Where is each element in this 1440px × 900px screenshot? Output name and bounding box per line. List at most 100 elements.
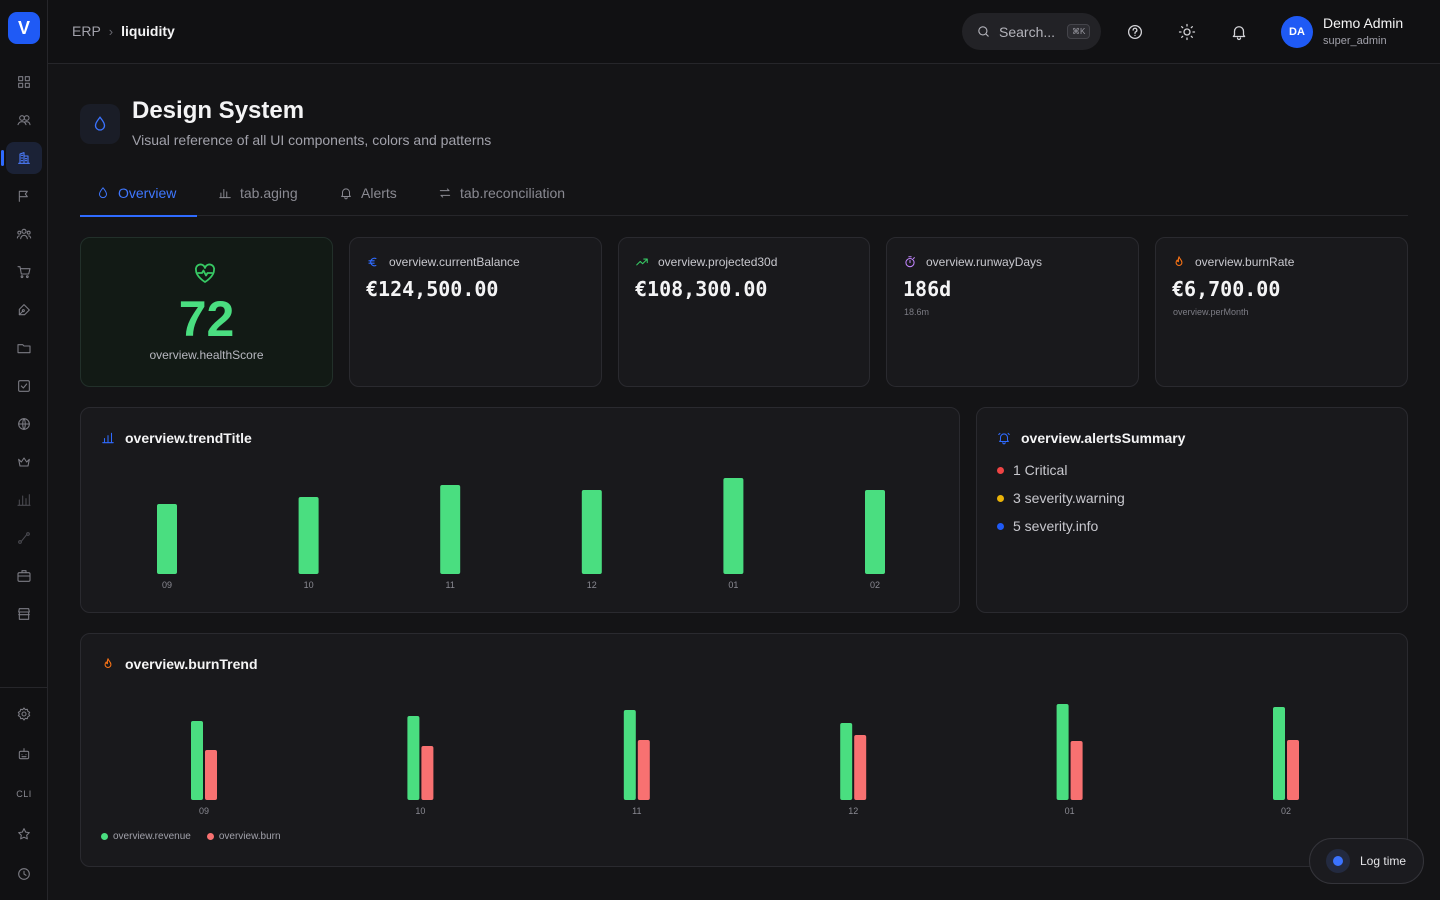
sidebar-item-dashboard[interactable] — [6, 66, 42, 98]
search-shortcut: ⌘K — [1067, 24, 1091, 39]
sidebar-item-history[interactable] — [6, 858, 42, 890]
sidebar-item-premium[interactable] — [6, 446, 42, 478]
sidebar-item-routes[interactable] — [6, 522, 42, 554]
burn-bar[interactable] — [205, 750, 217, 800]
search-button[interactable]: Search... ⌘K — [962, 13, 1101, 50]
tab-bar: Overview tab.aging Alerts tab.reconcilia… — [80, 170, 1408, 217]
sidebar-item-campaigns[interactable] — [6, 180, 42, 212]
x-tick-label: 12 — [587, 580, 597, 590]
current-balance-card: overview.currentBalance €124,500.00 — [349, 237, 602, 387]
breadcrumb: ERP › liquidity — [72, 23, 175, 39]
projected-card: overview.projected30d €108,300.00 — [618, 237, 870, 387]
tab-aging[interactable]: tab.aging — [202, 170, 314, 216]
alert-row-warning[interactable]: 3 severity.warning — [997, 490, 1125, 506]
sidebar-item-contacts[interactable] — [6, 104, 42, 136]
euro-icon — [368, 257, 377, 267]
revenue-bar[interactable] — [1056, 704, 1069, 800]
revenue-bar[interactable] — [407, 716, 420, 800]
avatar[interactable]: DA — [1281, 16, 1313, 48]
x-tick-label: 10 — [415, 806, 425, 816]
checkbox-icon — [18, 380, 30, 392]
status-dot — [997, 494, 1004, 502]
gear-icon — [17, 707, 31, 721]
sidebar-item-shop[interactable] — [6, 256, 42, 288]
legend-revenue[interactable]: overview.revenue — [101, 831, 191, 842]
user-name[interactable]: Demo Admin — [1323, 15, 1404, 31]
tab-label: Overview — [118, 185, 177, 201]
sidebar-item-teams[interactable] — [6, 218, 42, 250]
legend-label: overview.burn — [218, 831, 281, 842]
bar-chart-icon — [102, 432, 114, 444]
trend-bar[interactable] — [157, 504, 177, 574]
theme-toggle[interactable] — [1175, 20, 1199, 44]
burn-bar[interactable] — [854, 735, 867, 800]
revenue-bar[interactable] — [191, 721, 203, 800]
kpi-label: overview.burnRate — [1195, 255, 1295, 269]
sidebar-divider — [0, 687, 47, 688]
users-icon — [17, 115, 31, 126]
cli-label: CLI — [16, 789, 32, 799]
sidebar-item-stores[interactable] — [6, 598, 42, 630]
notifications-button[interactable] — [1227, 20, 1251, 44]
sidebar-item-favorites[interactable] — [6, 818, 42, 850]
sidebar-item-ai[interactable] — [6, 738, 42, 770]
tab-alerts[interactable]: Alerts — [323, 170, 413, 216]
app-logo[interactable]: V — [8, 12, 40, 44]
alerts-summary-card: overview.alertsSummary 1 Critical 3 seve… — [976, 407, 1408, 613]
building-icon — [18, 152, 30, 164]
burn-bar[interactable] — [1070, 741, 1083, 800]
trend-title: overview.trendTitle — [125, 430, 252, 446]
grid-icon — [18, 76, 30, 88]
sidebar-item-cli[interactable]: CLI — [6, 778, 42, 810]
route-icon — [18, 532, 30, 544]
tab-reconciliation[interactable]: tab.reconciliation — [422, 170, 581, 216]
tab-label: tab.aging — [240, 185, 298, 201]
sidebar-item-jobs[interactable] — [6, 560, 42, 592]
sidebar-item-analytics[interactable] — [6, 484, 42, 516]
revenue-bar[interactable] — [840, 723, 853, 800]
flame-icon — [1175, 256, 1183, 266]
tab-label: tab.reconciliation — [460, 185, 566, 201]
sidebar-item-files[interactable] — [6, 332, 42, 364]
x-tick-label: 02 — [1281, 806, 1291, 816]
x-tick-label: 02 — [870, 580, 880, 590]
timer-icon — [1326, 849, 1350, 873]
legend-burn[interactable]: overview.burn — [206, 831, 281, 842]
search-icon — [978, 26, 989, 37]
legend-label: overview.revenue — [113, 831, 191, 842]
burn-bar[interactable] — [421, 746, 434, 800]
tab-overview[interactable]: Overview — [80, 170, 197, 217]
sidebar-item-web[interactable] — [6, 408, 42, 440]
status-dot — [997, 466, 1004, 474]
sun-icon — [1178, 23, 1196, 41]
burn-trend-chart: 09 10 11 12 01 02 — [191, 704, 1299, 816]
health-score-label: overview.healthScore — [149, 348, 264, 362]
help-button[interactable] — [1123, 20, 1147, 44]
kpi-label: overview.currentBalance — [389, 255, 520, 269]
droplet-icon — [94, 116, 106, 131]
breadcrumb-root[interactable]: ERP — [72, 23, 101, 39]
folder-icon — [17, 344, 31, 354]
log-time-button[interactable]: Log time — [1309, 838, 1424, 884]
trend-bar[interactable] — [865, 490, 885, 574]
burn-trend-title: overview.burnTrend — [125, 656, 258, 672]
sidebar-item-tasks[interactable] — [6, 370, 42, 402]
sidebar-item-design[interactable] — [6, 294, 42, 326]
alert-row-critical[interactable]: 1 Critical — [997, 462, 1067, 478]
sidebar-item-settings[interactable] — [6, 698, 42, 730]
revenue-bar[interactable] — [1273, 707, 1285, 800]
trend-bar[interactable] — [581, 490, 602, 574]
alert-row-info[interactable]: 5 severity.info — [997, 518, 1098, 534]
sidebar-item-finance[interactable] — [1, 142, 42, 174]
revenue-bar[interactable] — [623, 710, 636, 800]
flag-icon — [18, 190, 28, 202]
trend-bar[interactable] — [723, 478, 744, 574]
heart-pulse-icon — [193, 262, 217, 284]
kpi-subtext: overview.perMonth — [1173, 307, 1249, 317]
trend-bar[interactable] — [440, 485, 461, 574]
page-title: Design System — [132, 97, 305, 124]
trend-bar[interactable] — [298, 497, 319, 574]
burn-bar[interactable] — [1287, 740, 1299, 800]
burn-bar[interactable] — [637, 740, 650, 800]
health-score-card: 72 overview.healthScore — [80, 237, 333, 387]
